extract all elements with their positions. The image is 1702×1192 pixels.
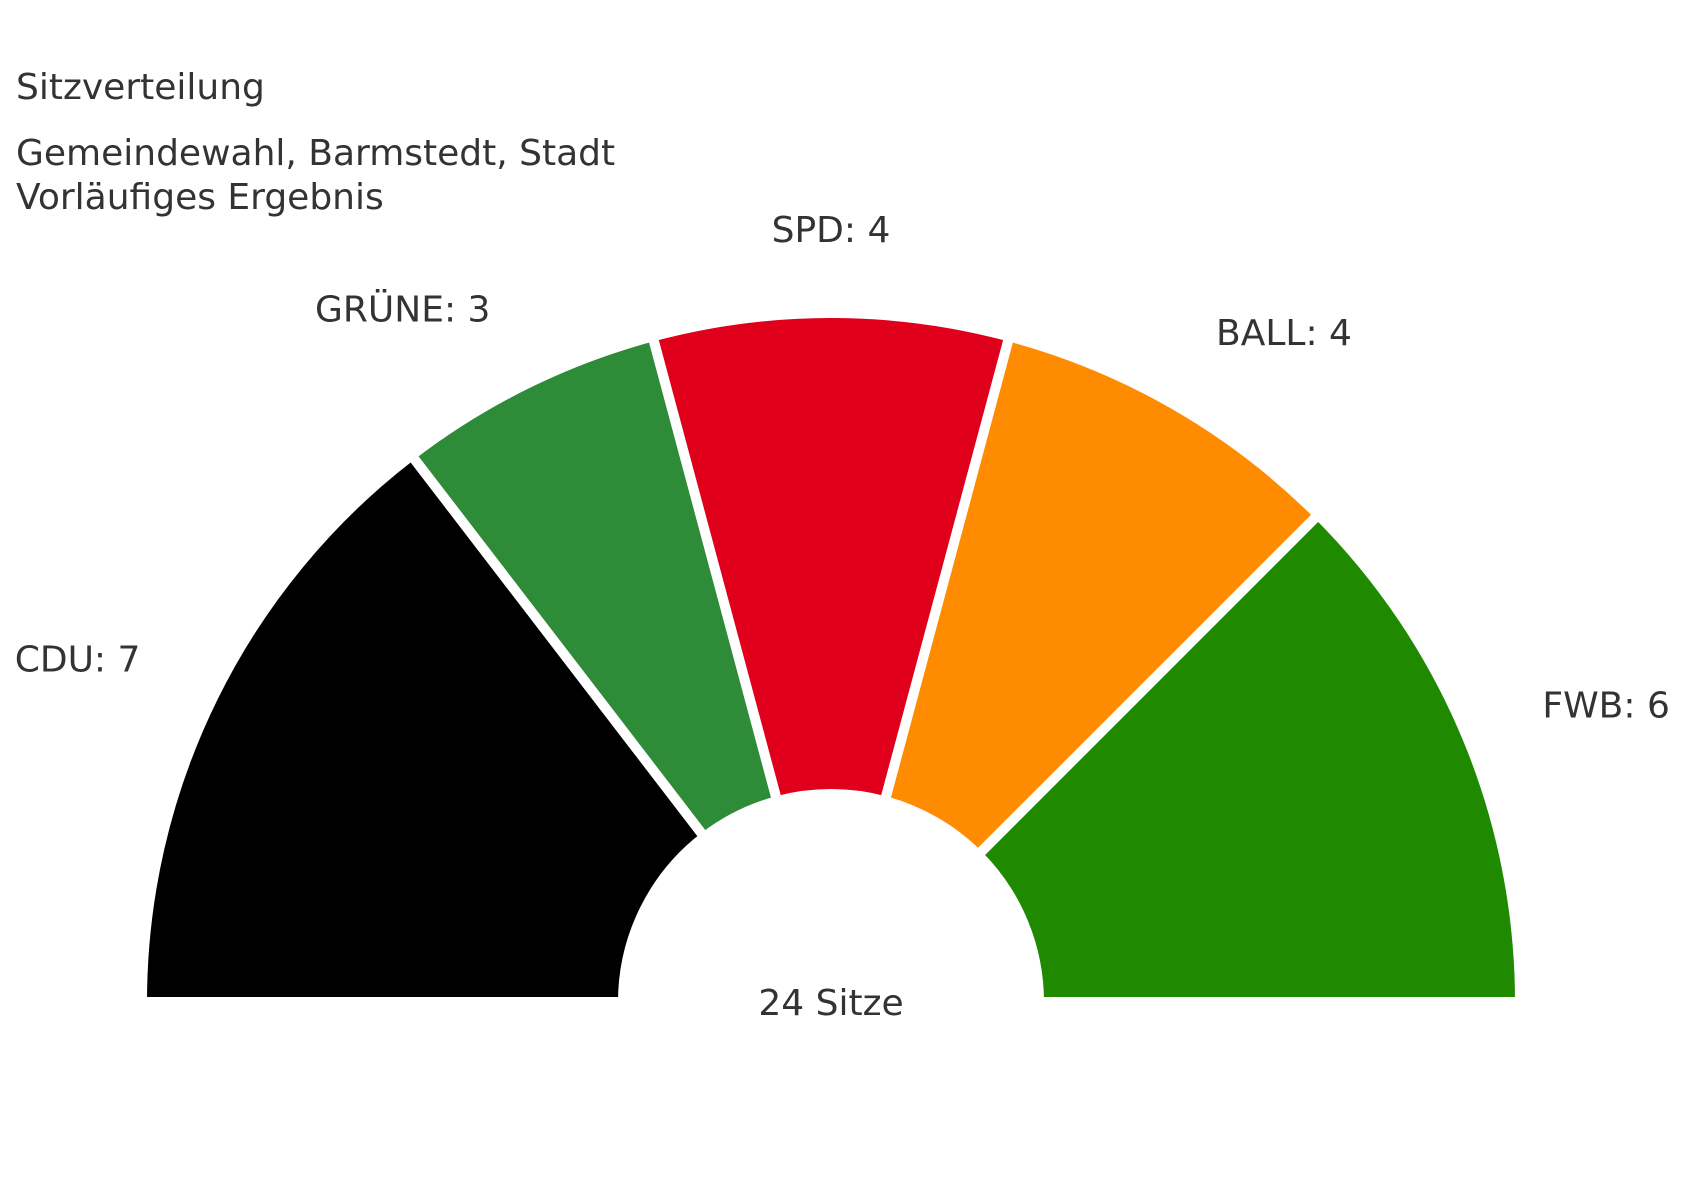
slice-label-cdu: CDU: 7: [15, 639, 141, 680]
chart-slices: [136, 308, 1526, 1007]
slice-cdu[interactable]: [136, 448, 712, 1007]
chart-titles: Sitzverteilung Gemeindewahl, Barmstedt, …: [16, 66, 615, 220]
slice-fwb[interactable]: [971, 507, 1526, 1007]
slice-ball[interactable]: [878, 330, 1326, 862]
slice-label-fwb: FWB: 6: [1542, 685, 1669, 726]
slice-label-grüne: GRÜNE: 3: [315, 288, 490, 330]
chart-subtitle-line-2: Vorläufiges Ergebnis: [16, 177, 384, 218]
chart-subtitle-line-1: Gemeindewahl, Barmstedt, Stadt: [16, 133, 616, 174]
chart-title: Sitzverteilung: [16, 67, 265, 108]
chart-slice-labels: CDU: 7 GRÜNE: 3 SPD: 4 BALL: 4 FWB: 6: [15, 210, 1670, 726]
slice-label-ball: BALL: 4: [1216, 313, 1352, 354]
total-seats-label: 24 Sitze: [758, 983, 903, 1024]
slice-spd[interactable]: [646, 308, 1016, 808]
slice-label-spd: SPD: 4: [772, 210, 891, 251]
